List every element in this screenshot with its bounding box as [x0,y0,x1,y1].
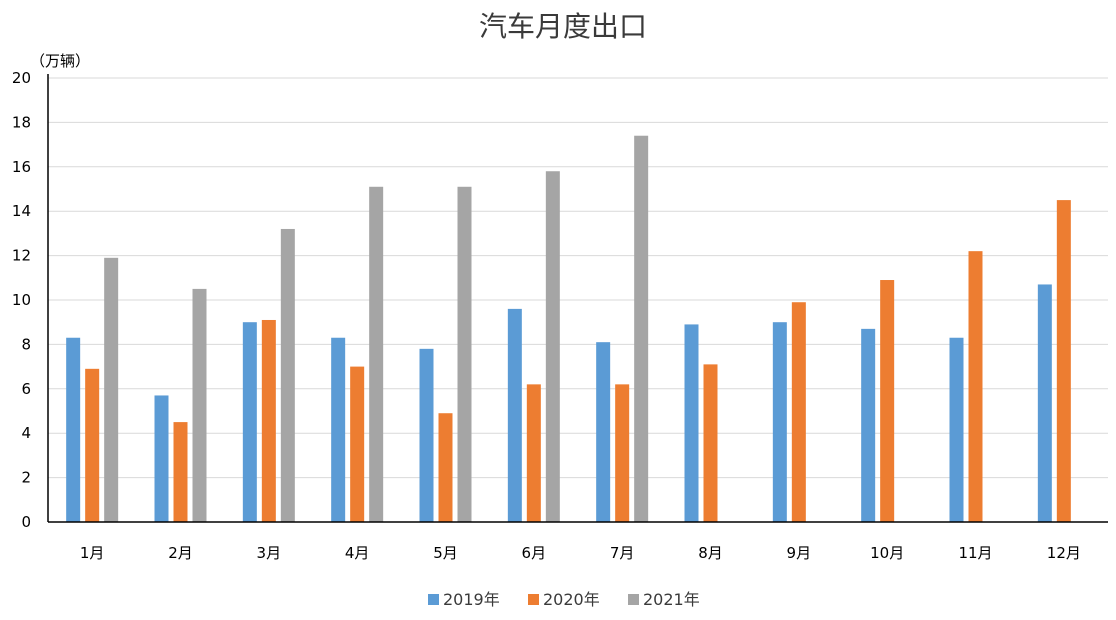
bar-2020年-2月 [173,422,188,522]
y-tick-label: 6 [21,380,31,398]
bar-2020年-12月 [1056,200,1071,522]
bar-2021年-6月 [545,171,560,523]
x-tick-label: 8月 [698,544,723,562]
bar-2019年-12月 [1037,284,1052,522]
bar-2019年-7月 [596,342,611,522]
x-tick-label: 1月 [80,544,105,562]
chart-title: 汽车月度出口 [479,10,647,43]
bar-2020年-11月 [968,251,983,522]
y-tick-label: 18 [12,113,31,131]
x-tick-label: 10月 [870,544,904,562]
bar-2021年-2月 [192,288,207,522]
bar-2019年-1月 [66,337,81,522]
bar-2020年-8月 [703,364,718,522]
bar-2020年-10月 [880,280,895,522]
bar-2019年-6月 [507,308,522,522]
legend-label: 2019年 [443,590,500,609]
bar-2020年-9月 [791,302,806,522]
y-tick-label: 4 [21,424,31,442]
bar-2021年-3月 [280,228,295,522]
legend-swatch-2021年 [628,594,639,605]
bar-2019年-3月 [242,322,257,522]
bar-2019年-8月 [684,324,699,522]
y-tick-label: 10 [12,291,31,309]
legend-swatch-2020年 [528,594,539,605]
bar-2020年-5月 [438,413,453,522]
bar-2019年-4月 [331,337,346,522]
y-axis-unit-label: （万辆） [30,52,90,70]
y-tick-label: 20 [12,69,31,87]
legend-label: 2020年 [543,590,600,609]
legend-swatch-2019年 [428,594,439,605]
y-tick-label: 16 [12,158,31,176]
y-tick-label: 12 [12,247,31,265]
bar-2020年-6月 [526,384,541,522]
bar-2021年-4月 [369,186,384,522]
x-tick-label: 9月 [787,544,812,562]
x-tick-label: 11月 [958,544,992,562]
legend-label: 2021年 [643,590,700,609]
gridlines [48,77,1108,479]
bar-2019年-10月 [861,328,876,522]
bar-2019年-5月 [419,348,434,522]
x-tick-label: 6月 [522,544,547,562]
y-tick-label: 0 [21,513,31,531]
bar-2021年-1月 [104,257,119,522]
bar-2019年-11月 [949,337,964,522]
legend: 2019年 2020年 2021年 [428,590,700,609]
x-tick-label: 4月 [345,544,370,562]
bar-2020年-3月 [261,319,276,522]
axes: 0 2 4 6 8 10 12 14 16 18 20 1月 2月 3月 4月 5月 6月 7月 8月 9月 10月 11… [12,69,1108,562]
bar-2019年-9月 [772,322,787,522]
x-tick-label: 12月 [1047,544,1081,562]
y-tick-label: 8 [21,335,31,353]
x-tick-label: 3月 [257,544,282,562]
x-tick-label: 7月 [610,544,635,562]
y-tick-label: 14 [12,202,31,220]
x-tick-label: 2月 [168,544,193,562]
x-tick-label: 5月 [433,544,458,562]
y-tick-label: 2 [21,469,31,487]
bars [66,135,1071,523]
bar-2021年-7月 [634,135,649,522]
bar-2020年-4月 [350,366,365,522]
bar-2021年-5月 [457,186,472,522]
bar-2020年-7月 [615,384,630,522]
bar-2019年-2月 [154,395,169,522]
bar-2020年-1月 [85,368,100,522]
